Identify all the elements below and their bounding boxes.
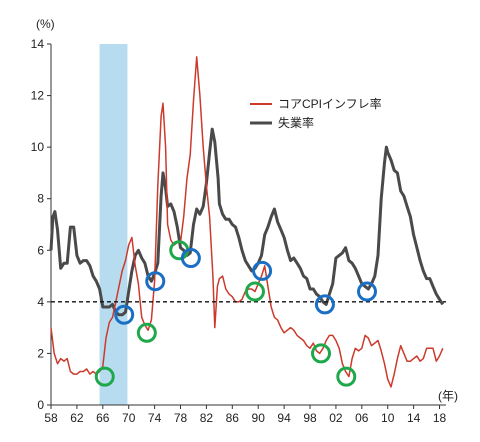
y-axis: 0 2 4 6 8 10 12 14	[31, 37, 52, 412]
blue-circle-marker	[180, 248, 201, 269]
green-circle-marker	[94, 366, 115, 387]
y-tick-label: 0	[37, 398, 44, 412]
x-tick-label: 94	[277, 411, 291, 425]
green-circle-marker	[244, 281, 265, 302]
blue-circle-marker	[114, 304, 135, 325]
marker-layer	[94, 240, 377, 387]
blue-circle-marker	[252, 260, 273, 281]
green-circle-marker	[311, 343, 332, 364]
x-tick-label: 10	[381, 411, 395, 425]
x-tick-label: 18	[433, 411, 447, 425]
blue-circle-marker	[314, 294, 335, 315]
x-tick-label: 74	[148, 411, 162, 425]
x-tick-label: 98	[303, 411, 317, 425]
blue-circle-marker	[145, 271, 166, 292]
y-axis-unit-label: (%)	[36, 17, 55, 31]
x-tick-label: 02	[329, 411, 343, 425]
plot-background	[99, 44, 128, 405]
x-tick-label: 62	[70, 411, 84, 425]
y-tick-label: 6	[37, 243, 44, 257]
y-tick-label: 10	[31, 140, 45, 154]
y-tick-label: 8	[37, 192, 44, 206]
x-tick-label: 86	[226, 411, 240, 425]
y-tick-label: 12	[31, 89, 45, 103]
x-tick-label: 06	[355, 411, 369, 425]
shaded-period	[99, 44, 128, 405]
x-tick-label: 82	[200, 411, 214, 425]
blue-circle-marker	[357, 281, 377, 302]
green-circle-marker	[136, 322, 157, 343]
y-tick-label: 14	[31, 37, 45, 51]
x-tick-label: 66	[96, 411, 110, 425]
green-circle-marker	[336, 366, 357, 387]
x-tick-label: 14	[407, 411, 421, 425]
x-tick-label: 58	[44, 411, 58, 425]
y-tick-label: 2	[37, 346, 44, 360]
x-tick-label: 90	[252, 411, 266, 425]
legend-label-unemployment: 失業率	[278, 115, 314, 130]
series-line-inflation	[50, 56, 444, 388]
x-axis-unit-label: (年)	[438, 389, 458, 403]
legend: コアCPIインフレ率 失業率	[250, 96, 382, 130]
y-tick-label: 4	[37, 295, 44, 309]
x-tick-label: 78	[174, 411, 188, 425]
legend-label-inflation: コアCPIインフレ率	[278, 96, 382, 111]
x-axis: 58 62 66 70 74 78 82 86 90 94 98 02 06 10 14 18	[44, 404, 447, 425]
x-tick-label: 70	[122, 411, 136, 425]
